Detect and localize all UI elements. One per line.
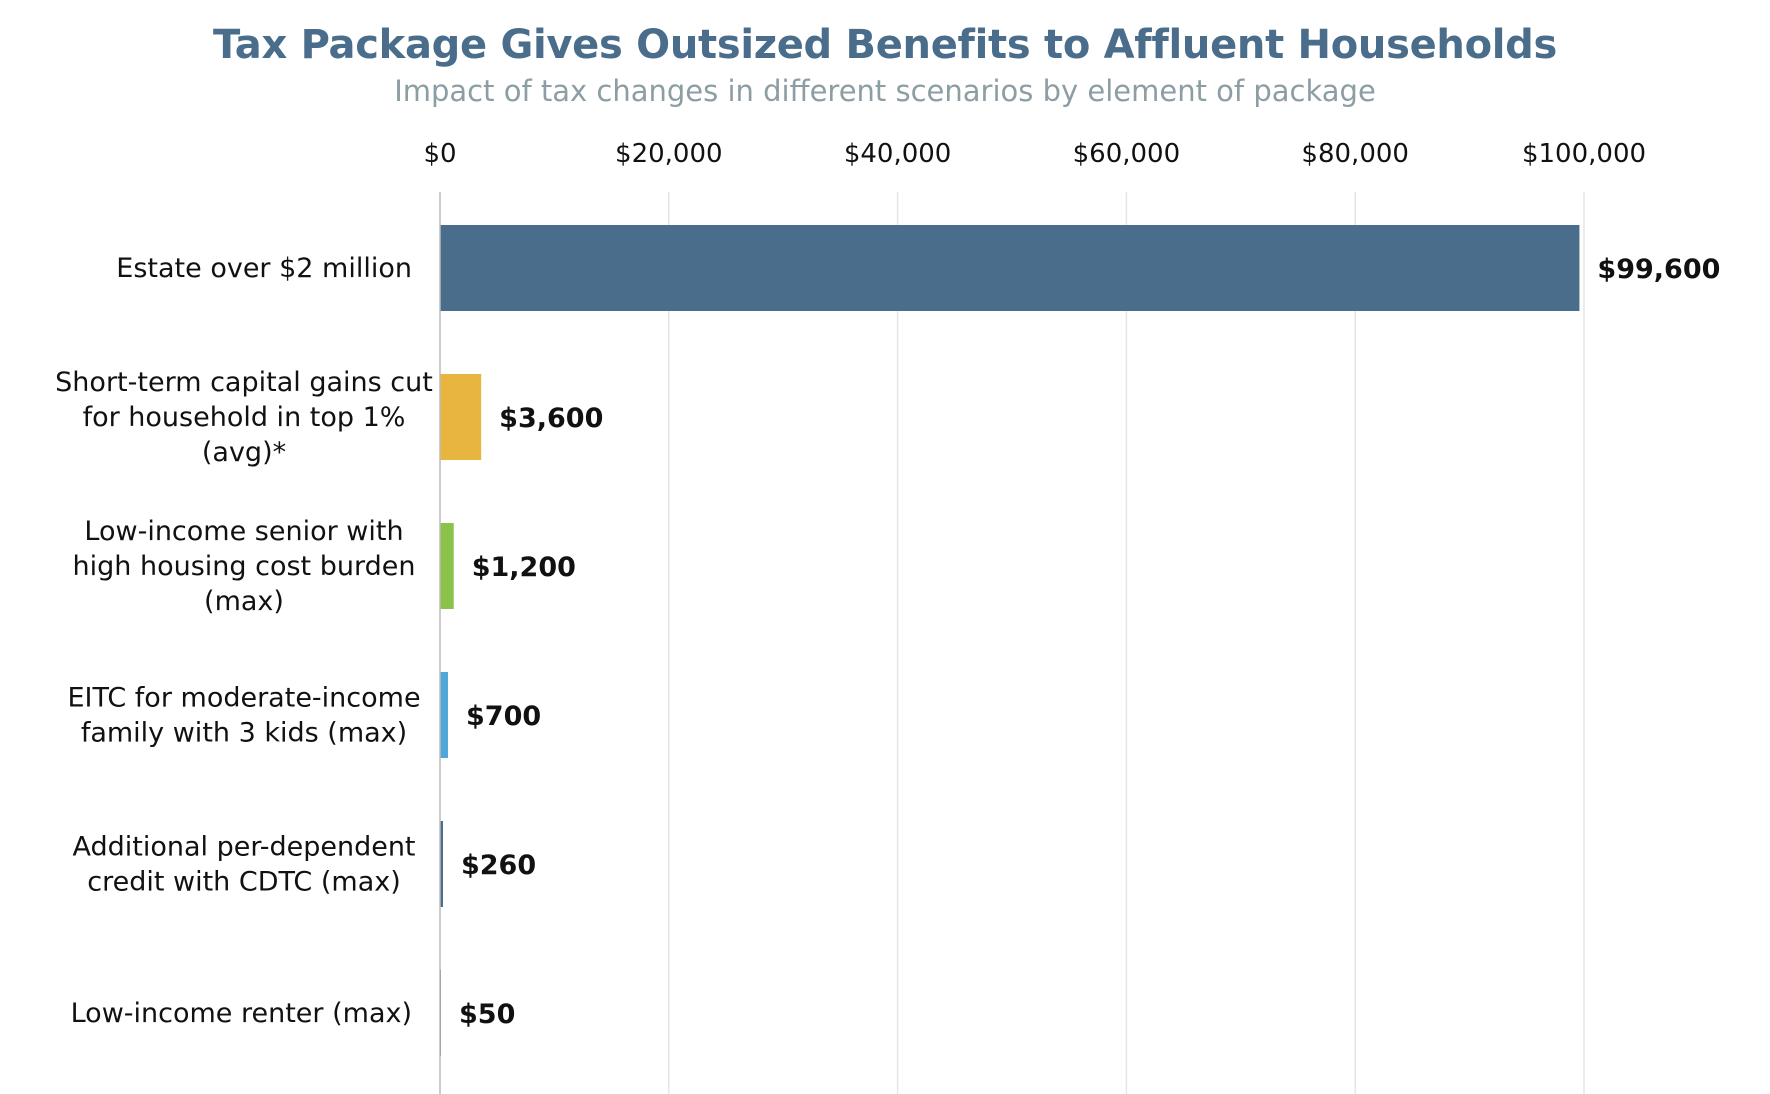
value-label: $700 (466, 701, 541, 732)
category-label: Estate over $2 million (116, 253, 412, 284)
category-label: high housing cost burden (73, 551, 416, 582)
category-label: Low-income renter (max) (71, 998, 412, 1029)
bar (440, 225, 1580, 311)
chart-subtitle: Impact of tax changes in different scena… (394, 74, 1376, 108)
category-label: for household in top 1% (83, 402, 406, 433)
value-label: $1,200 (472, 552, 576, 583)
value-label: $99,600 (1597, 254, 1720, 285)
category-label: credit with CDTC (max) (87, 867, 401, 898)
value-label: $50 (459, 999, 515, 1030)
x-tick-label: $0 (423, 139, 456, 169)
category-label: (avg)* (202, 437, 286, 468)
category-label: family with 3 kids (max) (81, 718, 407, 749)
value-label: $3,600 (499, 403, 603, 434)
bar (440, 821, 443, 907)
bar (440, 374, 482, 460)
bars (440, 225, 1580, 1056)
x-tick-label: $40,000 (844, 139, 952, 169)
value-label: $260 (461, 850, 536, 881)
category-label: Additional per-dependent (72, 832, 415, 863)
value-labels: $99,600 $3,600 $1,200 $700 $260 $50 (459, 254, 1720, 1030)
x-tick-label: $60,000 (1073, 139, 1181, 169)
category-labels: Estate over $2 million Short-term capital… (55, 253, 433, 1029)
category-label: EITC for moderate-income (67, 683, 420, 714)
x-tick-label: $80,000 (1301, 139, 1409, 169)
x-axis-ticks: $0 $20,000 $40,000 $60,000 $80,000 $100,000 (423, 139, 1646, 169)
category-label: Short-term capital gains cut (55, 367, 433, 398)
x-tick-label: $20,000 (615, 139, 723, 169)
chart-title: Tax Package Gives Outsized Benefits to A… (212, 22, 1558, 68)
category-label: Low-income senior with (84, 516, 403, 547)
bar (440, 672, 449, 758)
gridlines (668, 192, 1585, 1094)
bar (440, 523, 454, 609)
category-label: (max) (204, 586, 284, 617)
x-tick-label: $100,000 (1522, 139, 1646, 169)
